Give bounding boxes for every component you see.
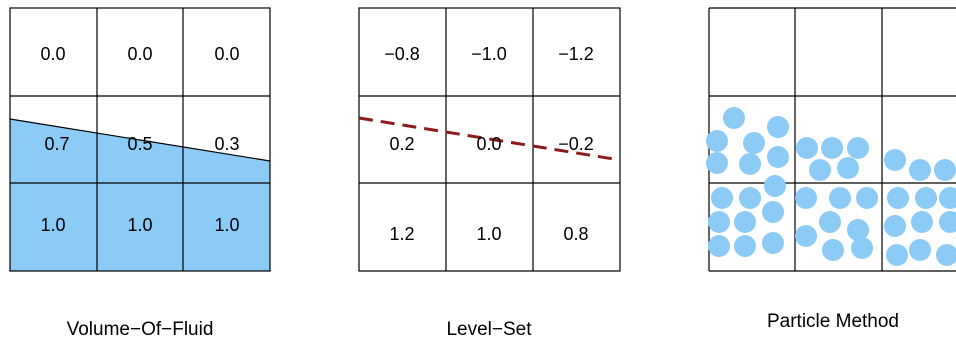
particle	[795, 225, 817, 247]
level-set-panel: −0.8 −1.0 −1.2 0.2 0.0 −0.2 1.2 1.0 0.8 …	[358, 7, 621, 338]
particle	[708, 211, 730, 233]
particle	[723, 107, 745, 129]
particle	[764, 175, 786, 197]
level-set-cell-1-0: 0.2	[389, 134, 414, 154]
particle	[939, 211, 956, 233]
particle	[708, 235, 730, 257]
particle	[819, 211, 841, 233]
particle	[739, 187, 761, 209]
particle	[739, 153, 761, 175]
particle	[734, 211, 756, 233]
level-set-caption: Level−Set	[446, 319, 532, 338]
vof-cell-2-1: 1.0	[127, 215, 152, 235]
level-set-cell-values: −0.8 −1.0 −1.2 0.2 0.0 −0.2 1.2 1.0 0.8	[384, 44, 594, 244]
particle	[936, 244, 956, 266]
particle	[847, 219, 869, 241]
particle	[767, 146, 789, 168]
particle	[886, 244, 908, 266]
vof-interface-line	[9, 118, 271, 162]
level-set-cell-1-2: −0.2	[558, 134, 594, 154]
vof-cell-values: 0.0 0.0 0.0 0.7 0.5 0.3 1.0 1.0 1.0	[40, 44, 239, 235]
particle	[829, 187, 851, 209]
level-set-cell-0-2: −1.2	[558, 44, 594, 64]
particle-panel: Particle Method	[706, 7, 956, 332]
particle	[911, 211, 933, 233]
particle	[887, 187, 909, 209]
level-set-cell-1-1: 0.0	[476, 134, 501, 154]
particle	[847, 137, 869, 159]
level-set-interface-line	[358, 116, 621, 162]
level-set-cell-2-1: 1.0	[476, 224, 501, 244]
vof-cell-1-0: 0.7	[44, 134, 69, 154]
particle	[909, 239, 931, 261]
level-set-cell-0-1: −1.0	[471, 44, 507, 64]
particle-caption: Particle Method	[767, 311, 899, 332]
vof-cell-2-0: 1.0	[40, 215, 65, 235]
particle	[909, 159, 931, 181]
particle	[762, 232, 784, 254]
vof-panel: 0.0 0.0 0.0 0.7 0.5 0.3 1.0 1.0 1.0 Volu…	[9, 7, 271, 338]
particle	[734, 235, 756, 257]
particle	[809, 159, 831, 181]
particle	[822, 239, 844, 261]
particle	[915, 187, 937, 209]
particle	[795, 187, 817, 209]
level-set-cell-2-2: 0.8	[563, 224, 588, 244]
vof-caption: Volume−Of−Fluid	[67, 319, 214, 338]
particle	[939, 187, 956, 209]
particle	[851, 237, 873, 259]
particle	[837, 157, 859, 179]
particle	[762, 201, 784, 223]
particle	[934, 159, 956, 181]
particles	[706, 107, 956, 266]
vof-cell-1-2: 0.3	[214, 134, 239, 154]
particle	[884, 215, 906, 237]
particle-grid	[708, 7, 956, 272]
vof-fluid-region	[10, 119, 270, 271]
particle	[821, 137, 843, 159]
particle	[856, 187, 878, 209]
particle	[711, 187, 733, 209]
level-set-cell-0-0: −0.8	[384, 44, 420, 64]
level-set-cell-2-0: 1.2	[389, 224, 414, 244]
particle	[706, 152, 728, 174]
particle	[767, 116, 789, 138]
vof-cell-1-1: 0.5	[127, 134, 152, 154]
vof-cell-0-1: 0.0	[127, 44, 152, 64]
vof-cell-0-2: 0.0	[214, 44, 239, 64]
particle	[706, 130, 728, 152]
vof-cell-0-0: 0.0	[40, 44, 65, 64]
vof-cell-2-2: 1.0	[214, 215, 239, 235]
particle	[743, 132, 765, 154]
particle	[884, 149, 906, 171]
vof-grid	[9, 7, 271, 272]
level-set-grid	[358, 7, 621, 272]
particle	[796, 137, 818, 159]
